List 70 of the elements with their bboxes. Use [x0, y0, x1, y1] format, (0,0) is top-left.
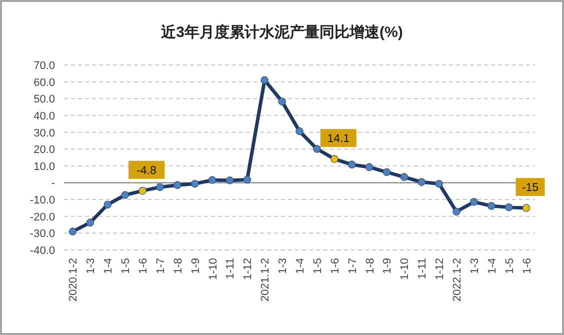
point [104, 200, 112, 208]
y-tick-label: 60.0 [34, 76, 55, 89]
x-tick-label: 1-4 [294, 258, 306, 274]
point [138, 186, 146, 195]
x-tick-label: 1-6 [521, 258, 534, 274]
data-label: -4.8 [136, 164, 156, 177]
y-tick-label: -20.0 [30, 211, 55, 224]
point [226, 176, 234, 184]
point [452, 208, 460, 216]
point [173, 181, 182, 189]
y-tick-label: 10.0 [34, 160, 55, 173]
point [68, 228, 77, 236]
y-tick-label: -30.0 [30, 228, 55, 240]
y-tick-label: 70.0 [34, 60, 55, 72]
y-tick-label: -40.0 [30, 245, 55, 257]
x-tick-label: 1-8 [172, 258, 184, 274]
point [278, 98, 286, 106]
x-tick-label: 1-5 [504, 258, 516, 274]
x-tick-label: 1-3 [277, 258, 290, 274]
chart-title: 近3年月度累计水泥产量同比增速(%) [160, 23, 403, 41]
x-tick-label: 1-3 [468, 258, 481, 274]
point [400, 173, 408, 181]
x-tick-label: 1-9 [190, 258, 202, 274]
point [190, 180, 199, 188]
point [86, 218, 94, 226]
x-tick-label: 1-10 [399, 258, 412, 280]
x-tick-label: 1-12 [242, 258, 254, 280]
x-tick-label: 1-9 [382, 258, 394, 274]
x-tick-label: 2022.1-2 [452, 258, 464, 302]
x-tick-label: 1-6 [138, 258, 150, 274]
x-tick-label: 2020.1-2 [68, 258, 80, 302]
x-tick-label: 1-4 [486, 258, 498, 274]
y-tick-label: - [51, 178, 56, 190]
point [296, 127, 304, 136]
point [260, 76, 269, 84]
x-tick-label: 1-11 [224, 258, 237, 280]
data-label: -15 [522, 182, 539, 194]
point [243, 176, 252, 184]
point [208, 176, 216, 184]
x-tick-label: 1-4 [102, 258, 115, 274]
x-tick-label: 1-10 [207, 258, 220, 280]
point [435, 180, 443, 188]
point [522, 204, 530, 212]
point [504, 203, 513, 212]
y-tick-label: 40.0 [34, 110, 55, 122]
point [470, 198, 478, 206]
x-tick-label: 1-3 [85, 258, 98, 274]
point [330, 155, 338, 163]
y-tick-label: 50.0 [34, 94, 55, 106]
y-tick-label: -10.0 [30, 194, 55, 207]
x-tick-label: 1-6 [329, 258, 342, 274]
point [365, 163, 374, 171]
x-tick-label: 1-5 [120, 258, 132, 274]
x-tick-label: 1-5 [312, 258, 324, 274]
data-label: 14.1 [327, 133, 350, 146]
x-tick-label: 2021.1-2 [260, 258, 272, 302]
point [382, 168, 391, 176]
y-tick-label: 20.0 [34, 144, 55, 156]
point [313, 145, 321, 153]
point [348, 160, 356, 168]
point [156, 183, 164, 191]
x-tick-label: 1-8 [364, 258, 376, 274]
x-tick-label: 1-11 [416, 258, 429, 280]
x-tick-label: 1-7 [346, 258, 359, 274]
point [418, 178, 426, 186]
point [121, 191, 129, 199]
x-tick-label: 1-7 [154, 258, 167, 274]
x-tick-label: 1-12 [434, 258, 446, 280]
y-tick-label: 30.0 [34, 127, 55, 140]
point [487, 202, 496, 210]
